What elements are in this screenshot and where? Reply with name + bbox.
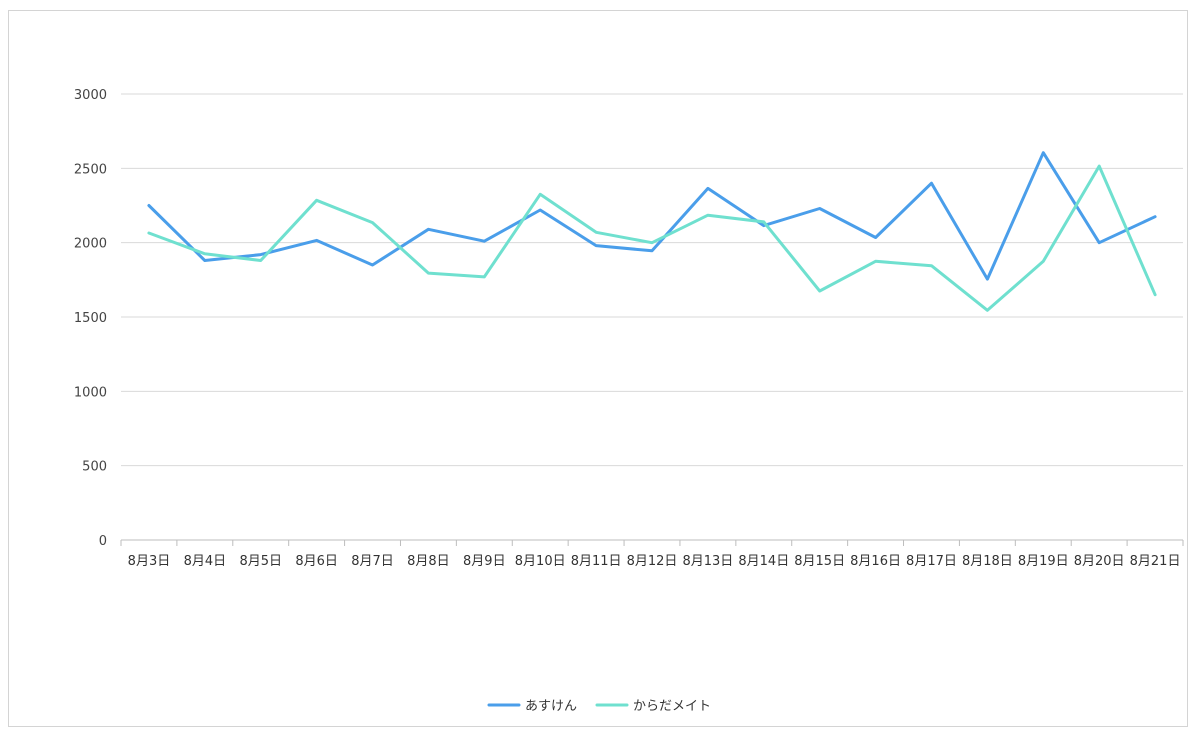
axes	[120, 539, 1184, 546]
x-tick-label: 8月12日	[627, 554, 678, 569]
x-tick-label: 8月14日	[738, 554, 789, 569]
grid-lines	[121, 93, 1183, 467]
y-tick-label: 2500	[74, 162, 107, 177]
y-tick-label: 500	[82, 460, 107, 475]
x-tick-label: 8月19日	[1018, 554, 1069, 569]
x-tick-label: 8月17日	[906, 554, 957, 569]
x-tick-label: 8月20日	[1074, 554, 1125, 569]
chart-frame	[8, 10, 1188, 727]
x-axis-ticks: 8月3日 8月4日 8月5日 8月6日 8月7日 8月8日 8月9日 8月10日 8月11日 8月…	[128, 554, 1181, 569]
legend: あすけん からだメイト	[487, 699, 711, 714]
x-tick-label: 8月3日	[128, 554, 171, 569]
y-tick-label: 3000	[74, 88, 107, 103]
series-lines	[147, 151, 1157, 312]
y-axis-ticks: 0 500 1000 1500 2000 2500 3000	[74, 88, 107, 549]
x-tick-label: 8月5日	[239, 554, 282, 569]
x-tick-label: 8月4日	[184, 554, 227, 569]
y-tick-label: 2000	[74, 237, 107, 252]
series-line-2	[147, 164, 1157, 312]
legend-label: からだメイト	[633, 699, 711, 714]
legend-item[interactable]: あすけん	[487, 699, 577, 714]
legend-label: あすけん	[525, 699, 577, 714]
x-tick-label: 8月9日	[463, 554, 506, 569]
y-tick-label: 1000	[74, 385, 107, 400]
x-tick-label: 8月13日	[682, 554, 733, 569]
x-tick-label: 8月6日	[295, 554, 338, 569]
y-tick-label: 1500	[74, 311, 107, 326]
x-tick-label: 8月10日	[515, 554, 566, 569]
x-tick-label: 8月15日	[794, 554, 845, 569]
x-tick-label: 8月16日	[850, 554, 901, 569]
x-tick-label: 8月18日	[962, 554, 1013, 569]
y-tick-label: 0	[99, 534, 107, 549]
x-tick-label: 8月7日	[351, 554, 394, 569]
x-tick-label: 8月21日	[1130, 554, 1181, 569]
series-line-1	[147, 151, 1157, 281]
x-tick-label: 8月8日	[407, 554, 450, 569]
x-tick-label: 8月11日	[571, 554, 622, 569]
legend-item[interactable]: からだメイト	[595, 699, 711, 714]
